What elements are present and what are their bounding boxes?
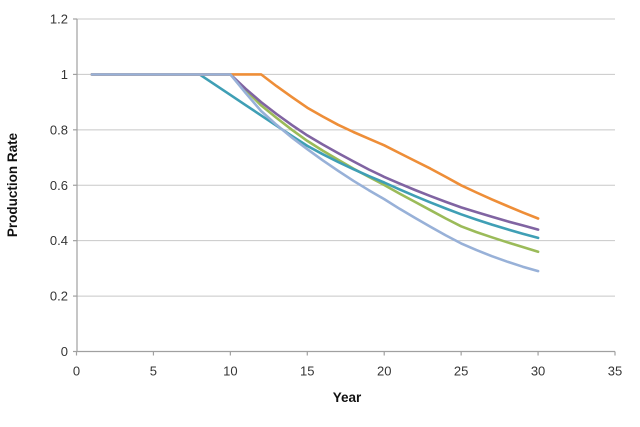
x-tick-label-0: 0 bbox=[73, 364, 80, 379]
series-lightblue bbox=[90, 73, 540, 273]
y-tick-label-0.4: 0.4 bbox=[50, 233, 68, 248]
x-tick-label-5: 5 bbox=[150, 364, 157, 379]
series-purple bbox=[90, 73, 540, 231]
x-tick-label-25: 25 bbox=[454, 364, 468, 379]
y-tick-label-0: 0 bbox=[61, 344, 68, 359]
y-tick-label-1: 1 bbox=[61, 67, 68, 82]
y-tick-label-0.6: 0.6 bbox=[50, 178, 68, 193]
series-teal bbox=[90, 73, 540, 240]
x-axis-title: Year bbox=[333, 390, 362, 405]
tick-labels: 0 0.2 0.4 0.6 0.8 1 1.2 0 5 10 15 20 25 30 35 bbox=[50, 12, 622, 379]
x-tick-label-15: 15 bbox=[300, 364, 314, 379]
series-lines bbox=[90, 73, 540, 273]
series-orange bbox=[90, 73, 540, 220]
x-tick-label-30: 30 bbox=[531, 364, 545, 379]
y-tick-label-0.2: 0.2 bbox=[50, 289, 68, 304]
x-tick-label-35: 35 bbox=[608, 364, 622, 379]
y-axis-title: Production Rate bbox=[5, 132, 20, 237]
tick-marks bbox=[73, 18, 616, 356]
y-tick-label-1.2: 1.2 bbox=[50, 12, 68, 27]
y-tick-label-0.8: 0.8 bbox=[50, 122, 68, 137]
series-green bbox=[90, 73, 540, 254]
x-tick-label-10: 10 bbox=[223, 364, 237, 379]
x-tick-label-20: 20 bbox=[377, 364, 391, 379]
